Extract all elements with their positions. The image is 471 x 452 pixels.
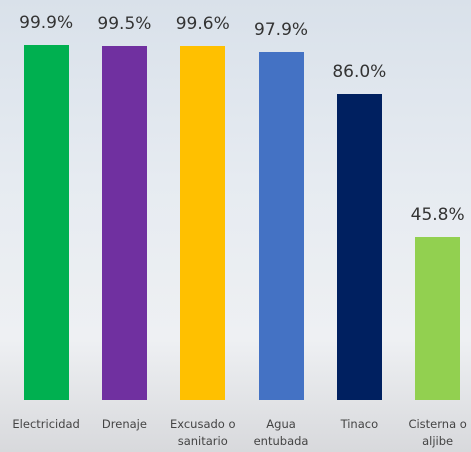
- value-label: 45.8%: [410, 205, 465, 226]
- value-label: 86.0%: [332, 62, 387, 83]
- x-tick-label: Excusado o sanitario: [169, 417, 236, 448]
- x-tick-label: Drenaje: [101, 417, 147, 431]
- value-label: 99.5%: [97, 14, 152, 35]
- bar: [180, 45, 226, 400]
- bar: [336, 94, 382, 400]
- bar: [258, 51, 304, 400]
- x-tick-label: Agua entubada: [253, 417, 309, 448]
- value-label: 99.9%: [19, 12, 74, 33]
- bar: [415, 237, 461, 400]
- value-label: 97.9%: [254, 19, 309, 40]
- x-tick-label: Tinaco: [340, 417, 379, 431]
- x-tick-label: Electricidad: [12, 417, 80, 431]
- value-label: 99.6%: [175, 13, 230, 34]
- bar: [23, 44, 69, 400]
- bar: [101, 46, 147, 400]
- x-tick-label: Cisterna o aljibe: [408, 417, 467, 448]
